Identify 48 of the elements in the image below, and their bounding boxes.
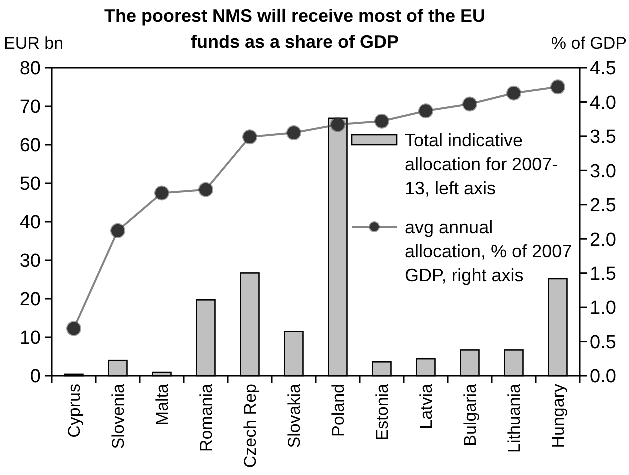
point (110, 223, 126, 238)
y2-tick-label: 3.0 (590, 161, 616, 182)
y-tick-label: 0 (30, 366, 41, 388)
x-tick-label: Romania (196, 383, 216, 452)
point (286, 126, 302, 141)
point (330, 117, 346, 132)
y2-tick-label: 2.5 (590, 196, 616, 217)
y-tick-label: 40 (20, 212, 41, 234)
chart-title: The poorest NMS will receive most of the EU funds as a share of GDP (104, 6, 486, 52)
y2-tick-label: 0.0 (590, 366, 616, 388)
x-tick-label: Latvia (416, 383, 436, 430)
x-tick-label: Slovenia (108, 383, 128, 450)
y2-tick-label: 1.5 (590, 264, 616, 285)
point (418, 104, 434, 119)
x-tick-label: Hungary (548, 384, 568, 448)
x-tick-label: Slovakia (284, 383, 304, 448)
x-tick-label: Bulgaria (460, 383, 480, 446)
x-tick-label: Cyprus (64, 384, 84, 438)
point (242, 130, 258, 145)
y2-tick-label: 4.5 (590, 58, 616, 80)
point (462, 96, 478, 112)
y-axis-title: EUR bn (4, 34, 64, 53)
y-tick-label: 30 (20, 251, 41, 272)
legend-label: Total indicative allocation for 2007-13, left axis (405, 130, 558, 198)
y2-tick-label: 2.0 (590, 230, 616, 251)
y2-axis-title: % of GDP (551, 34, 627, 53)
x-tick-label: Lithuania (504, 383, 524, 454)
x-tick-label: Czech Rep (240, 384, 260, 468)
y-tick-label: 60 (20, 136, 41, 157)
y2-tick-label: 0.5 (590, 332, 616, 354)
x-tick-label: Poland (328, 384, 348, 437)
y2-tick-label: 1.0 (590, 298, 616, 320)
point (66, 321, 82, 336)
y-tick-label: 10 (20, 328, 41, 350)
point (198, 182, 214, 198)
legend-label: avg annual allocation, % of 2007 GDP, right axis (405, 217, 572, 286)
y-tick-label: 70 (20, 97, 41, 118)
y-tick-label: 20 (20, 290, 41, 311)
x-tick-label: Estonia (372, 383, 392, 441)
y-tick-label: 50 (20, 174, 41, 196)
point (550, 80, 566, 95)
point (506, 86, 522, 101)
y2-tick-label: 4.0 (590, 92, 616, 114)
y-tick-label: 80 (20, 58, 41, 80)
x-tick-label: Malta (152, 383, 172, 426)
y2-tick-label: 3.5 (590, 127, 616, 148)
point (374, 114, 390, 129)
point (154, 186, 170, 201)
